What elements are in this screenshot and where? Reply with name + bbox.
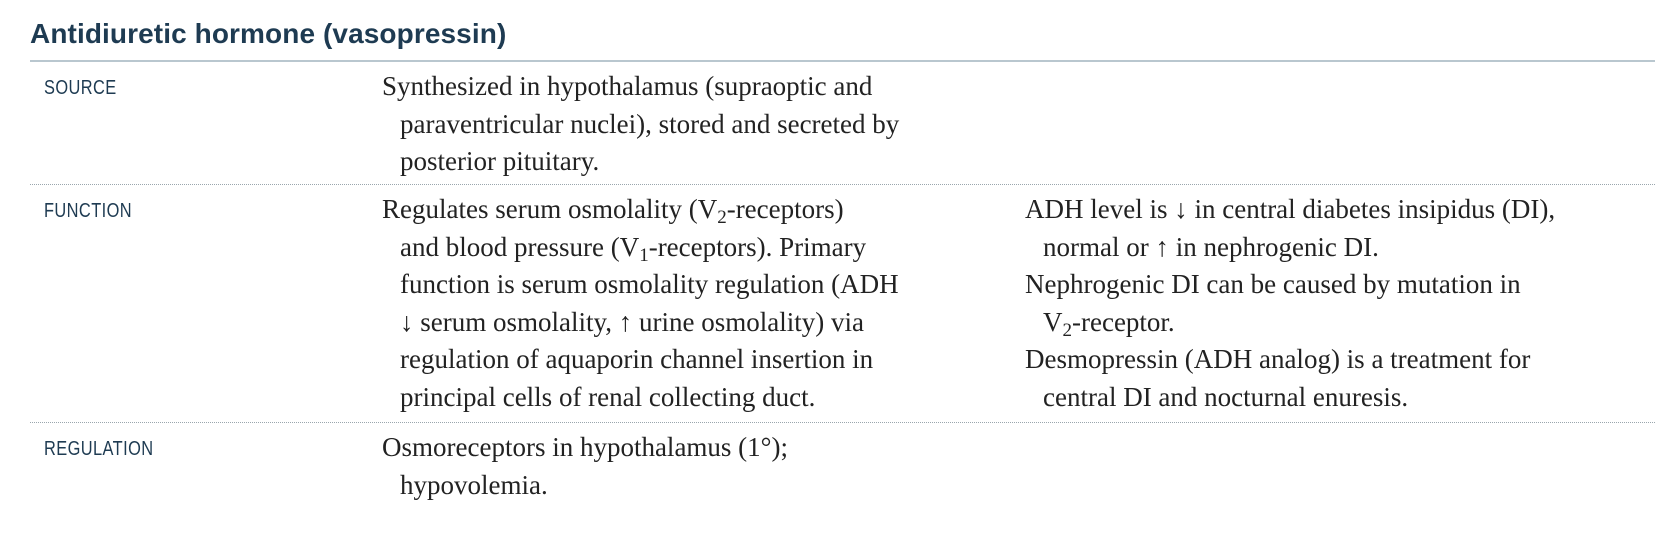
- note-v2-subscript: 2: [1062, 319, 1073, 341]
- function-line-1a: Regulates serum osmolality (V: [382, 194, 718, 224]
- source-line-2: paraventricular nuclei), stored and secr…: [400, 108, 900, 139]
- function-line-5: regulation of aquaporin channel insertio…: [400, 344, 874, 374]
- v1-subscript: 1: [639, 244, 649, 266]
- row-label-regulation: REGULATION: [44, 438, 154, 460]
- title-divider: [30, 60, 1655, 62]
- source-description: Synthesized in hypothalamus (supraoptic …: [382, 68, 982, 181]
- note-adh-level: ADH level is ↓ in central diabetes insip…: [1025, 191, 1655, 266]
- note-nephrogenic-di: Nephrogenic DI can be caused by mutation…: [1025, 266, 1655, 341]
- note-2-line-2-post: -receptor.: [1072, 306, 1175, 337]
- regulation-line-2: hypovolemia.: [400, 469, 548, 500]
- row-function: FUNCTION Regulates serum osmolality (V2-…: [30, 185, 1655, 423]
- content-page: Antidiuretic hormone (vasopressin) SOURC…: [30, 18, 1655, 518]
- row-source: SOURCE Synthesized in hypothalamus (supr…: [30, 62, 1655, 185]
- regulation-line-1: Osmoreceptors in hypothalamus (1°);: [382, 432, 788, 462]
- function-notes: ADH level is ↓ in central diabetes insip…: [1025, 191, 1655, 416]
- note-3-line-1: Desmopressin (ADH analog) is a treatment…: [1025, 344, 1531, 374]
- row-label-function: FUNCTION: [44, 200, 133, 222]
- note-2-line-2-pre: V: [1043, 306, 1063, 337]
- function-paragraph: Regulates serum osmolality (V2-receptors…: [382, 191, 982, 416]
- function-line-2a: and blood pressure (V: [400, 231, 640, 262]
- note-1-line-2: normal or ↑ in nephrogenic DI.: [1043, 231, 1379, 262]
- function-line-1b: -receptors): [726, 194, 844, 224]
- row-regulation: REGULATION Osmoreceptors in hypothalamus…: [30, 423, 1655, 518]
- source-paragraph: Synthesized in hypothalamus (supraoptic …: [382, 68, 982, 181]
- regulation-description: Osmoreceptors in hypothalamus (1°); hypo…: [382, 429, 982, 504]
- source-line-1: Synthesized in hypothalamus (supraoptic …: [382, 71, 873, 101]
- function-description: Regulates serum osmolality (V2-receptors…: [382, 191, 982, 416]
- note-desmopressin: Desmopressin (ADH analog) is a treatment…: [1025, 341, 1655, 416]
- section-title: Antidiuretic hormone (vasopressin): [30, 18, 507, 49]
- note-1-line-1: ADH level is ↓ in central diabetes insip…: [1025, 194, 1556, 224]
- note-3-line-2: central DI and nocturnal enuresis.: [1043, 381, 1409, 412]
- function-line-3: function is serum osmolality regulation …: [400, 269, 899, 299]
- note-2-line-1: Nephrogenic DI can be caused by mutation…: [1025, 269, 1521, 299]
- row-label-source: SOURCE: [44, 77, 117, 99]
- function-line-2b: -receptors). Primary: [648, 231, 867, 262]
- v2-subscript: 2: [717, 207, 727, 228]
- function-line-6: principal cells of renal collecting duct…: [400, 381, 816, 412]
- function-line-4: ↓ serum osmolality, ↑ urine osmolality) …: [400, 306, 864, 337]
- regulation-paragraph: Osmoreceptors in hypothalamus (1°); hypo…: [382, 429, 982, 504]
- source-line-3: posterior pituitary.: [400, 146, 600, 176]
